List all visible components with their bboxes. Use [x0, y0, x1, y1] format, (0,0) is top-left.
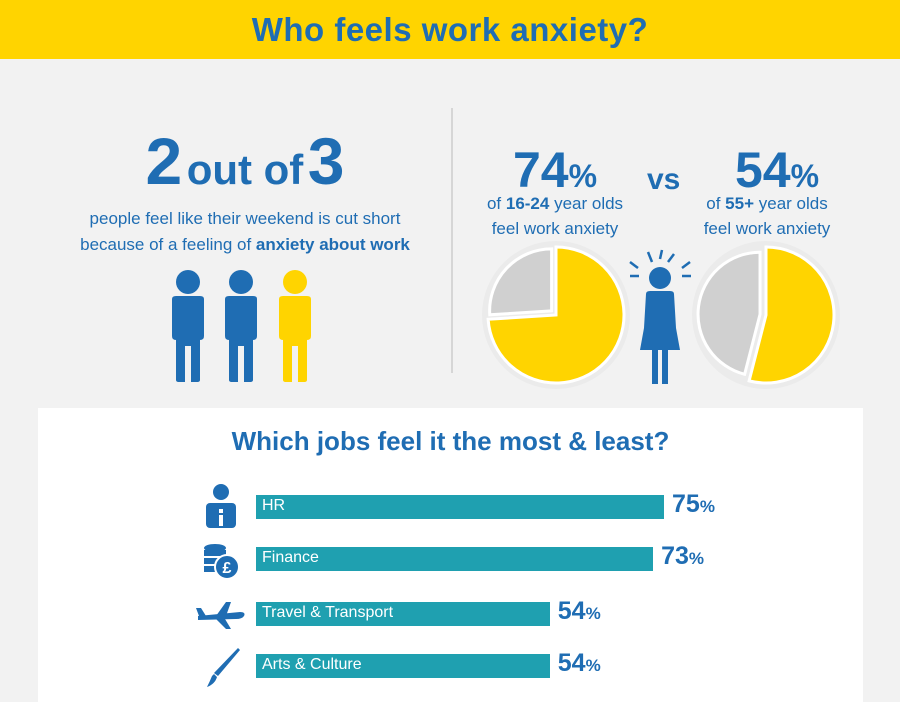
header-banner: Who feels work anxiety?	[0, 0, 900, 59]
young-caption-line-1: of 16-24 year olds	[470, 191, 640, 216]
stat-out-of: out of	[186, 146, 304, 193]
caption-line-2-bold: anxiety about work	[255, 235, 410, 254]
bar-value-unit: %	[585, 656, 601, 675]
bar-value-number: 73	[661, 542, 689, 570]
older-percent-unit: %	[790, 158, 820, 194]
older-caption: of 55+ year olds feel work anxiety	[682, 191, 852, 241]
bar: HR	[256, 495, 664, 519]
coins-pound-icon: £	[204, 544, 240, 580]
pie-slice-rest	[488, 247, 554, 317]
section-divider	[451, 108, 453, 373]
young-caption-line-2: feel work anxiety	[491, 219, 619, 238]
bar: Arts & Culture	[256, 654, 550, 678]
bar-value-label: 54%	[558, 597, 601, 626]
bar-category-label: HR	[262, 497, 286, 514]
weekend-stat-headline: 2 out of 3	[0, 128, 490, 194]
age-pies	[482, 241, 840, 389]
person-icon	[225, 270, 257, 382]
person-icon	[172, 270, 204, 382]
young-caption: of 16-24 year olds feel work anxiety	[470, 191, 640, 241]
bar-value-unit: %	[585, 604, 601, 623]
caption-line-2-text: because of a feeling of	[80, 235, 256, 254]
vs-label: vs	[647, 163, 681, 196]
pie-slice-anxious	[486, 245, 626, 385]
stat-denominator: 3	[307, 124, 345, 198]
older-caption-prefix: of	[706, 194, 726, 213]
young-caption-suffix: year olds	[549, 194, 624, 213]
older-caption-line-2: feel work anxiety	[703, 219, 831, 238]
bar-value-unit: %	[699, 497, 715, 516]
person-icon	[279, 270, 311, 382]
caption-line-2: because of a feeling of anxiety about wo…	[0, 232, 490, 258]
svg-text:£: £	[223, 560, 232, 577]
jobs-panel: Which jobs feel it the most & least? £ H…	[38, 408, 863, 702]
bar: Finance	[256, 547, 654, 571]
info-person-icon	[206, 484, 236, 528]
stat-numerator: 2	[145, 124, 183, 198]
bar-value-number: 75	[672, 490, 700, 518]
bar-value-label: 75%	[672, 490, 715, 519]
bar-value-unit: %	[688, 549, 705, 568]
young-percent-value: 74	[512, 142, 569, 198]
young-percent: 74%	[500, 145, 610, 195]
young-caption-bold: 16-24	[505, 194, 550, 213]
bar-value-label: 73%	[661, 542, 704, 571]
older-caption-line-1: of 55+ year olds	[682, 191, 852, 216]
older-pie-chart	[692, 241, 840, 389]
anxious-person-icon	[629, 249, 691, 384]
bar-category-label: Finance	[262, 549, 319, 566]
weekend-stat-caption: people feel like their weekend is cut sh…	[0, 206, 490, 258]
bar-value-label: 54%	[558, 649, 601, 678]
young-percent-unit: %	[568, 158, 598, 194]
people-pictogram	[172, 270, 311, 382]
bar-value-number: 54	[557, 649, 586, 677]
bar-value-number: 54	[557, 597, 586, 625]
pie-slice-anxious	[747, 245, 836, 385]
caption-line-1: people feel like their weekend is cut sh…	[89, 209, 401, 228]
older-percent-value: 54	[734, 142, 791, 198]
young-pie-chart	[482, 241, 630, 389]
bar: Travel & Transport	[256, 602, 550, 626]
young-caption-prefix: of	[486, 194, 506, 213]
bar-category-label: Travel & Transport	[262, 604, 394, 621]
jobs-title: Which jobs feel it the most & least?	[231, 426, 670, 456]
bar-category-label: Arts & Culture	[262, 656, 362, 673]
older-percent: 54%	[722, 145, 832, 195]
paintbrush-icon	[207, 648, 240, 687]
pie-slice-rest	[696, 250, 762, 377]
older-caption-suffix: year olds	[754, 194, 828, 213]
page-title: Who feels work anxiety?	[251, 10, 649, 48]
older-caption-bold: 55+	[725, 194, 755, 213]
airplane-icon	[196, 602, 245, 629]
